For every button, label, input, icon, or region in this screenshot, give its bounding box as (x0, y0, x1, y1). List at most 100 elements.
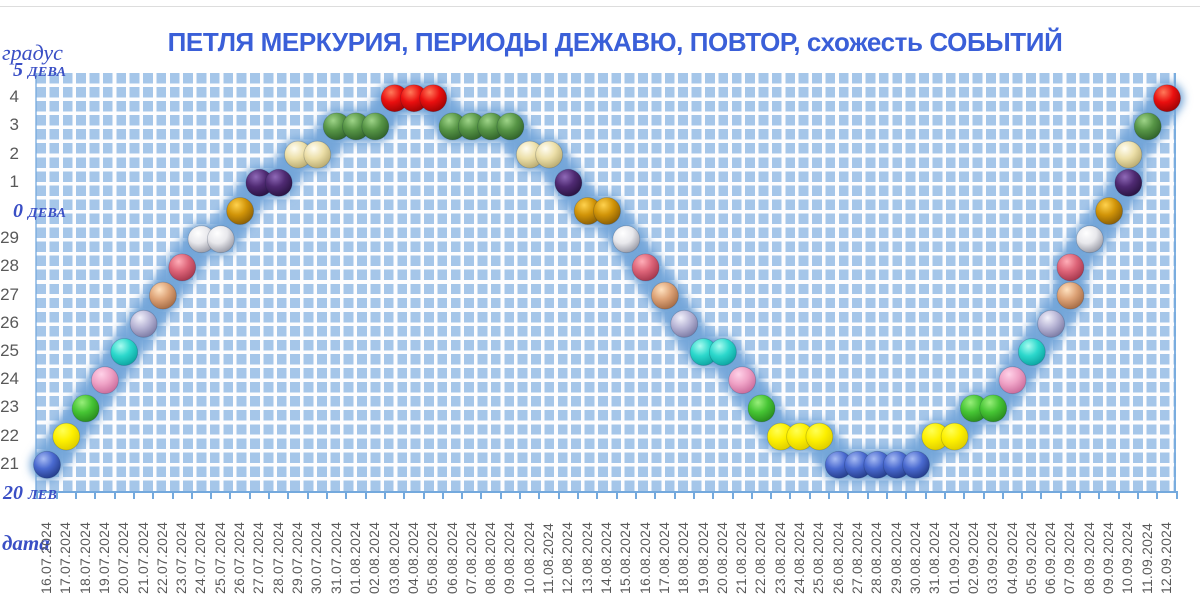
path-halo (30, 81, 1184, 482)
y-tick-label: 4 (9, 87, 19, 107)
x-tick-mark (268, 493, 271, 499)
ball-lavender (129, 309, 158, 338)
x-tick-mark (692, 493, 695, 499)
x-tick-mark (229, 493, 232, 499)
ball-lavender (670, 309, 699, 338)
y-tick-label: 1 (9, 171, 19, 191)
x-tick-mark (113, 493, 116, 499)
x-tick-mark (1117, 493, 1120, 499)
x-tick-mark (345, 493, 348, 499)
x-tick-mark (1001, 493, 1004, 499)
ball-peach-tan (1056, 281, 1085, 310)
ball-sage-green (1133, 112, 1162, 141)
x-tick-mark (499, 493, 502, 499)
x-tick-mark (634, 493, 637, 499)
x-tick-mark (1059, 493, 1062, 499)
y-tick-label: 3 (9, 115, 19, 135)
x-tick-mark (943, 493, 946, 499)
y-tick-label: 2 (9, 143, 19, 163)
ball-yellow (940, 422, 969, 451)
ball-rose (168, 253, 197, 282)
x-tick-mark (1156, 493, 1159, 499)
x-tick-mark (750, 493, 753, 499)
x-tick-mark (712, 493, 715, 499)
ball-turquoise (1017, 338, 1046, 366)
ball-lavender (1037, 309, 1065, 338)
ball-royal-blue (902, 450, 930, 479)
ball-white-pearl (1075, 225, 1104, 254)
ball-yellow (52, 422, 81, 451)
ball-gold (1095, 197, 1123, 225)
y-axis-label: градус (2, 40, 63, 65)
x-tick-mark (615, 493, 618, 499)
x-tick-mark (1079, 493, 1082, 499)
x-tick-mark (1040, 493, 1043, 499)
ball-turquoise (709, 338, 737, 366)
x-tick-mark (152, 493, 155, 499)
ball-cream (303, 140, 332, 169)
x-tick-mark (287, 493, 290, 499)
x-tick-mark (924, 493, 927, 499)
x-tick-mark (441, 493, 444, 499)
ball-yellow (805, 422, 834, 451)
ball-turquoise (110, 338, 139, 366)
y-axis-line-left (35, 73, 37, 492)
x-tick-mark (306, 493, 309, 499)
x-tick-mark (55, 493, 58, 499)
ball-green (747, 394, 776, 423)
x-tick-mark (461, 493, 464, 499)
ball-red (1153, 84, 1181, 113)
x-tick-mark (190, 493, 193, 499)
ball-rose (1056, 253, 1085, 282)
ball-dark-purple (264, 168, 293, 197)
x-tick-mark (171, 493, 174, 499)
x-tick-mark (905, 493, 908, 499)
x-tick-mark (789, 493, 792, 499)
ball-cream (1114, 140, 1143, 169)
x-tick-mark (866, 493, 869, 499)
x-tick-mark (1098, 493, 1101, 499)
y-tick-label: 25 (0, 341, 19, 360)
ball-dark-purple (1114, 168, 1143, 197)
x-tick-mark (403, 493, 406, 499)
x-tick-mark (210, 493, 213, 499)
x-tick-mark (325, 493, 328, 499)
chart-title: ПЕТЛЯ МЕРКУРИЯ, ПЕРИОДЫ ДЕЖАВЮ, ПОВТОР, … (167, 27, 1063, 57)
x-tick-mark (673, 493, 676, 499)
x-tick-mark (654, 493, 657, 499)
y-axis-line-right (1174, 73, 1176, 492)
ball-markers (33, 84, 1181, 479)
x-tick-mark (1021, 493, 1024, 499)
y-tick-label: 26 (0, 312, 19, 332)
y-tick-label: 0 ДЕВА (13, 200, 67, 222)
ball-white-pearl (206, 225, 235, 254)
ball-green (71, 394, 100, 423)
x-tick-mark (596, 493, 599, 499)
x-tick-mark (963, 493, 966, 499)
x-tick-mark (538, 493, 541, 499)
x-tick-mark (577, 493, 580, 499)
x-tick-mark (828, 493, 831, 499)
x-tick-mark (519, 493, 522, 499)
x-tick-mark (74, 493, 77, 499)
x-tick-mark (132, 493, 135, 499)
ball-sage-green (496, 112, 525, 141)
ball-green (979, 394, 1008, 423)
ball-white-pearl (612, 225, 641, 254)
ball-gold (226, 197, 255, 225)
x-axis-line (34, 491, 1178, 493)
ball-red (419, 84, 448, 113)
x-tick-mark (94, 493, 97, 499)
x-tick-mark (770, 493, 773, 499)
ball-pink (998, 366, 1027, 395)
y-tick-label: 5 ДЕВА (13, 59, 67, 81)
x-tick-mark (1137, 493, 1140, 499)
x-tick-mark (248, 493, 251, 499)
y-tick-label: 28 (0, 256, 19, 276)
y-tick-label: 22 (0, 425, 19, 445)
ball-peach-tan (148, 281, 177, 310)
x-tick-mark (885, 493, 888, 499)
x-tick-mark (480, 493, 483, 499)
plot-grid (36, 73, 1176, 492)
